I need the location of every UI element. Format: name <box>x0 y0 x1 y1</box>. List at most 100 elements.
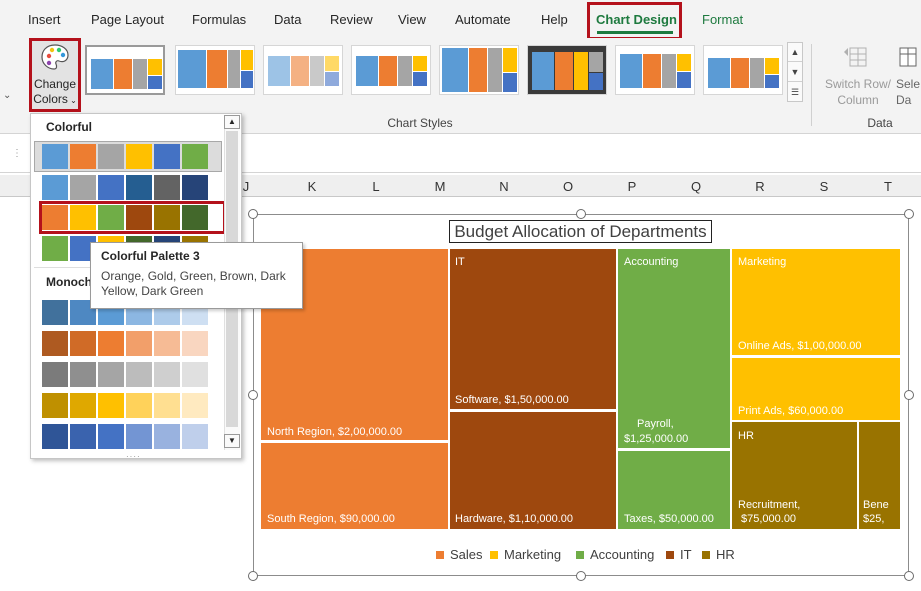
switch-label-line1: Switch Row/ <box>824 77 892 91</box>
tile-label: Print Ads, $60,000.00 <box>738 405 844 417</box>
legend-item-sales[interactable]: Sales <box>436 547 483 562</box>
tooltip-body: Orange, Gold, Green, Brown, Dark Yellow,… <box>101 269 286 298</box>
tab-view[interactable]: View <box>398 12 426 27</box>
gallery-up-icon[interactable]: ▲ <box>788 43 802 62</box>
tile-south-region[interactable] <box>261 443 448 529</box>
resize-handle[interactable] <box>248 390 258 400</box>
group-label-hr: HR <box>738 430 754 442</box>
tile-recruitment[interactable] <box>732 422 857 529</box>
tooltip-title: Colorful Palette 3 <box>101 249 200 263</box>
legend-item-hr[interactable]: HR <box>702 547 735 562</box>
chart-style-4[interactable] <box>351 45 431 95</box>
tile-hardware[interactable] <box>450 412 616 529</box>
resize-handle[interactable] <box>904 571 914 581</box>
colorful-palette-3[interactable] <box>42 205 210 230</box>
resize-handle[interactable] <box>248 209 258 219</box>
legend-item-marketing[interactable]: Marketing <box>490 547 561 562</box>
gallery-down-icon[interactable]: ▼ <box>788 63 802 82</box>
monochromatic-palette-3[interactable] <box>42 362 210 387</box>
tile-label-line1: Recruitment, <box>738 499 801 511</box>
column-header[interactable]: Q <box>690 179 702 194</box>
tile-online-ads[interactable] <box>732 249 900 355</box>
group-label-marketing: Marketing <box>738 256 787 268</box>
tile-taxes[interactable] <box>618 451 730 529</box>
group-label-accounting: Accounting <box>624 256 679 268</box>
ribbon-tab-bar <box>0 0 921 38</box>
tab-review[interactable]: Review <box>330 12 373 27</box>
tab-chart-design[interactable]: Chart Design <box>596 12 677 27</box>
change-colors-button[interactable] <box>29 38 81 112</box>
tab-format[interactable]: Format <box>702 12 744 27</box>
palette-tooltip <box>90 242 303 309</box>
column-header[interactable]: P <box>627 179 637 194</box>
tab-page-layout[interactable]: Page Layout <box>91 12 165 27</box>
tab-insert[interactable]: Insert <box>28 12 61 27</box>
chart-style-2[interactable] <box>175 45 255 95</box>
ribbon-collapse-chevron-icon[interactable]: ⌄ <box>3 90 12 101</box>
palette-icon <box>41 44 69 70</box>
chart-style-5[interactable] <box>439 45 519 95</box>
column-header[interactable]: R <box>755 179 765 194</box>
change-colors-line1: Change <box>33 77 77 91</box>
legend-swatch <box>576 550 584 559</box>
group-label-it: IT <box>455 256 465 268</box>
monochromatic-palette-4[interactable] <box>42 393 210 418</box>
select-data-button[interactable]: Sele Da <box>896 76 920 108</box>
gallery-more-icon[interactable]: ☰ <box>790 87 800 97</box>
column-header[interactable]: N <box>499 179 509 194</box>
tile-label: Software, $1,50,000.00 <box>455 394 569 406</box>
chart-design-highlight-box <box>587 2 682 40</box>
tile-benefits[interactable] <box>859 422 900 529</box>
column-header[interactable]: T <box>884 179 892 194</box>
resize-handle[interactable] <box>904 209 914 219</box>
column-header[interactable]: K <box>307 179 317 194</box>
tile-label: Taxes, $50,000.00 <box>624 513 714 525</box>
resize-handle[interactable] <box>576 209 586 219</box>
tile-print-ads[interactable] <box>732 358 900 420</box>
column-header[interactable]: J <box>242 179 250 194</box>
column-header[interactable]: S <box>819 179 829 194</box>
colorful-palette-2[interactable] <box>42 175 210 200</box>
hovered-palette-box <box>39 201 226 234</box>
tile-software[interactable] <box>450 249 616 409</box>
tile-payroll[interactable] <box>618 249 730 448</box>
switch-row-column-button[interactable]: Switch Row/ Column <box>818 76 898 108</box>
legend-label: Accounting <box>590 547 655 562</box>
chart-title[interactable]: Budget Allocation of Departments <box>449 220 712 243</box>
tile-label: North Region, $2,00,000.00 <box>267 426 403 438</box>
column-header[interactable]: L <box>372 179 380 194</box>
chart-style-1[interactable] <box>85 45 165 95</box>
monochromatic-palette-2[interactable] <box>42 331 210 356</box>
panel-resize-grip-icon[interactable]: ···· <box>126 452 141 461</box>
chart-style-6[interactable] <box>527 45 607 95</box>
legend-item-it[interactable]: IT <box>666 547 692 562</box>
switch-row-column-icon <box>844 47 867 67</box>
resize-handle[interactable] <box>576 571 586 581</box>
chart-style-8[interactable] <box>703 45 783 95</box>
colorful-palette-1[interactable] <box>42 144 210 169</box>
tab-help[interactable]: Help <box>541 12 568 27</box>
resize-handle[interactable] <box>904 390 914 400</box>
monochromatic-palette-5[interactable] <box>42 424 210 449</box>
scroll-down-icon[interactable]: ▼ <box>224 434 240 448</box>
tile-label-line2: $75,000.00 <box>741 513 797 525</box>
ribbon-separator <box>811 44 812 126</box>
tile-label-line2: $1,25,000.00 <box>624 433 689 445</box>
legend-label: Marketing <box>504 547 562 562</box>
column-header[interactable]: O <box>562 179 574 194</box>
tab-data[interactable]: Data <box>274 12 302 27</box>
column-header[interactable]: M <box>434 179 446 194</box>
select-data-line2: Da <box>896 93 912 107</box>
tile-label: South Region, $90,000.00 <box>267 513 395 525</box>
monochromatic-heading: Monoch <box>46 275 92 289</box>
change-colors-line2-text: Colors <box>33 92 68 106</box>
tile-label-line2: $25, <box>863 513 885 525</box>
dropdown-arrow-icon: ⌄ <box>67 96 77 105</box>
tab-formulas[interactable]: Formulas <box>192 12 247 27</box>
scroll-up-icon[interactable]: ▲ <box>224 115 240 129</box>
chart-style-3[interactable] <box>263 45 343 95</box>
tab-automate[interactable]: Automate <box>455 12 511 27</box>
chart-style-7[interactable] <box>615 45 695 95</box>
resize-handle[interactable] <box>248 571 258 581</box>
legend-item-accounting[interactable]: Accounting <box>576 547 654 562</box>
